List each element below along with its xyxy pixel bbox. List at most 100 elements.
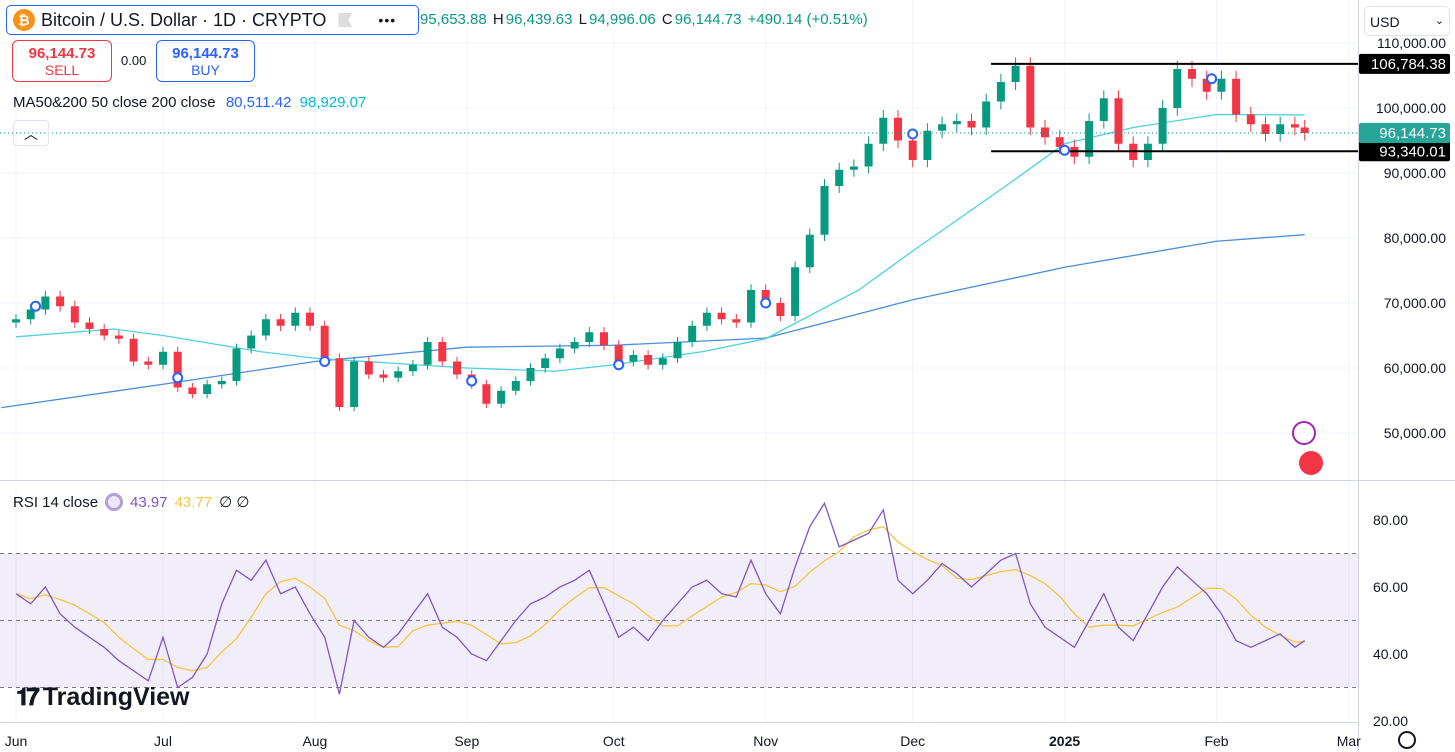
candle <box>879 110 888 152</box>
candle <box>747 284 755 328</box>
candle <box>1261 116 1270 142</box>
high-label: H <box>492 11 504 28</box>
candle-body <box>1290 124 1299 128</box>
candle-body <box>1217 78 1226 92</box>
candle-body <box>908 140 917 160</box>
candle-body <box>879 117 888 144</box>
candle <box>938 116 947 139</box>
candle-body <box>276 319 285 326</box>
logo-text: TradingView <box>42 683 190 711</box>
candle-body <box>585 332 594 342</box>
rsi-tick-label: 80.00 <box>1373 512 1408 528</box>
candle-body <box>1173 69 1182 108</box>
candle-body <box>541 358 550 368</box>
change-value: +490.14 (+0.51%) <box>747 11 868 28</box>
event-marker <box>613 359 625 371</box>
level-price-tag-bg <box>1359 53 1450 74</box>
ma50-value: 98,929.07 <box>299 94 367 111</box>
candle-body <box>1202 78 1211 92</box>
rsi-legend[interactable]: RSI 14 close 43.97 43.77 ∅ ∅ <box>13 493 249 511</box>
ma50-line <box>15 113 1305 372</box>
ohlc-legend: 95,653.88 H 96,439.63 L 94,996.06 C 96,144.… <box>420 11 870 28</box>
candle <box>1188 60 1196 87</box>
close-value: 96,144.73 <box>674 11 742 28</box>
candle <box>791 261 800 322</box>
more-icon[interactable]: ••• <box>378 12 397 28</box>
candle <box>805 228 814 274</box>
candle-body <box>70 306 79 323</box>
candle-body <box>761 290 770 303</box>
candle <box>1026 57 1035 136</box>
price-tick-label: 80,000.00 <box>1384 230 1446 246</box>
event-marker <box>1059 144 1071 156</box>
candle-body <box>717 312 726 320</box>
rsi-ma-line <box>15 525 1305 672</box>
candle-body <box>923 130 932 160</box>
candle-body <box>1041 127 1049 138</box>
price-tick-label: 90,000.00 <box>1384 165 1446 181</box>
candle <box>541 353 550 373</box>
candle <box>967 113 976 136</box>
price-tick-label: 60,000.00 <box>1384 360 1446 376</box>
time-tick-label: Jul <box>154 733 172 749</box>
currency-select[interactable]: USD ⌄ <box>1364 6 1450 36</box>
candle <box>1217 70 1226 100</box>
open-value: 95,653.88 <box>420 11 487 28</box>
collapse-legend-button[interactable]: ︿ <box>13 120 49 146</box>
candle-body <box>1276 124 1285 134</box>
symbol-title-box[interactable]: ₿ Bitcoin / U.S. Dollar · 1D · CRYPTO ••… <box>6 5 419 35</box>
event-marker <box>760 297 772 309</box>
close-label: C <box>661 11 673 28</box>
candle-body <box>688 325 697 342</box>
event-marker <box>466 375 478 387</box>
candle-body <box>864 143 873 167</box>
candle <box>379 369 388 383</box>
candle-body <box>1011 65 1020 82</box>
candle-body <box>1055 137 1064 147</box>
candle-body <box>364 361 373 375</box>
candle-body <box>408 364 417 372</box>
ma200-line <box>1 234 1305 409</box>
last-price-tag: 96,144.73 <box>1379 125 1446 142</box>
candle-body <box>982 101 991 128</box>
candle-body <box>1246 114 1255 125</box>
settings-icon[interactable] <box>1398 731 1416 749</box>
candle <box>85 317 94 335</box>
us-flag-icon <box>1299 451 1323 475</box>
candle <box>453 356 461 380</box>
chevron-up-icon: ︿ <box>24 126 38 142</box>
candle <box>114 330 123 344</box>
candle-body <box>438 342 447 362</box>
ma-legend[interactable]: MA50&200 50 close 200 close 80,511.42 98… <box>13 94 366 111</box>
event-marker <box>907 128 919 140</box>
flag-icon[interactable] <box>338 13 353 27</box>
event-marker <box>1206 73 1218 85</box>
candle-body <box>85 322 94 329</box>
candle-body <box>1158 108 1167 144</box>
price-tick-label: 110,000.00 <box>1377 35 1446 51</box>
candle <box>482 379 491 409</box>
candle <box>247 330 256 354</box>
candle-body <box>1188 69 1196 79</box>
tradingview-logo[interactable]: 𝟏𝟕 TradingView <box>16 683 190 712</box>
candle <box>1173 60 1182 116</box>
candle <box>12 313 20 328</box>
time-tick-label: Dec <box>900 733 925 749</box>
candle-body <box>1261 124 1270 134</box>
candle-body <box>261 319 270 336</box>
candle-body <box>570 342 579 349</box>
candle <box>702 307 711 331</box>
sell-button[interactable]: 96,144.73 SELL <box>12 40 112 82</box>
candle <box>261 313 270 341</box>
buy-button[interactable]: 96,144.73 BUY <box>156 40 255 82</box>
candle-body <box>188 387 197 394</box>
candle <box>600 327 608 351</box>
candle-body <box>658 358 667 365</box>
candle <box>1276 116 1285 142</box>
candle-body <box>702 312 711 326</box>
time-tick-label: Sep <box>454 733 479 749</box>
candle <box>276 313 285 331</box>
candle <box>555 343 564 364</box>
candle <box>70 300 79 328</box>
